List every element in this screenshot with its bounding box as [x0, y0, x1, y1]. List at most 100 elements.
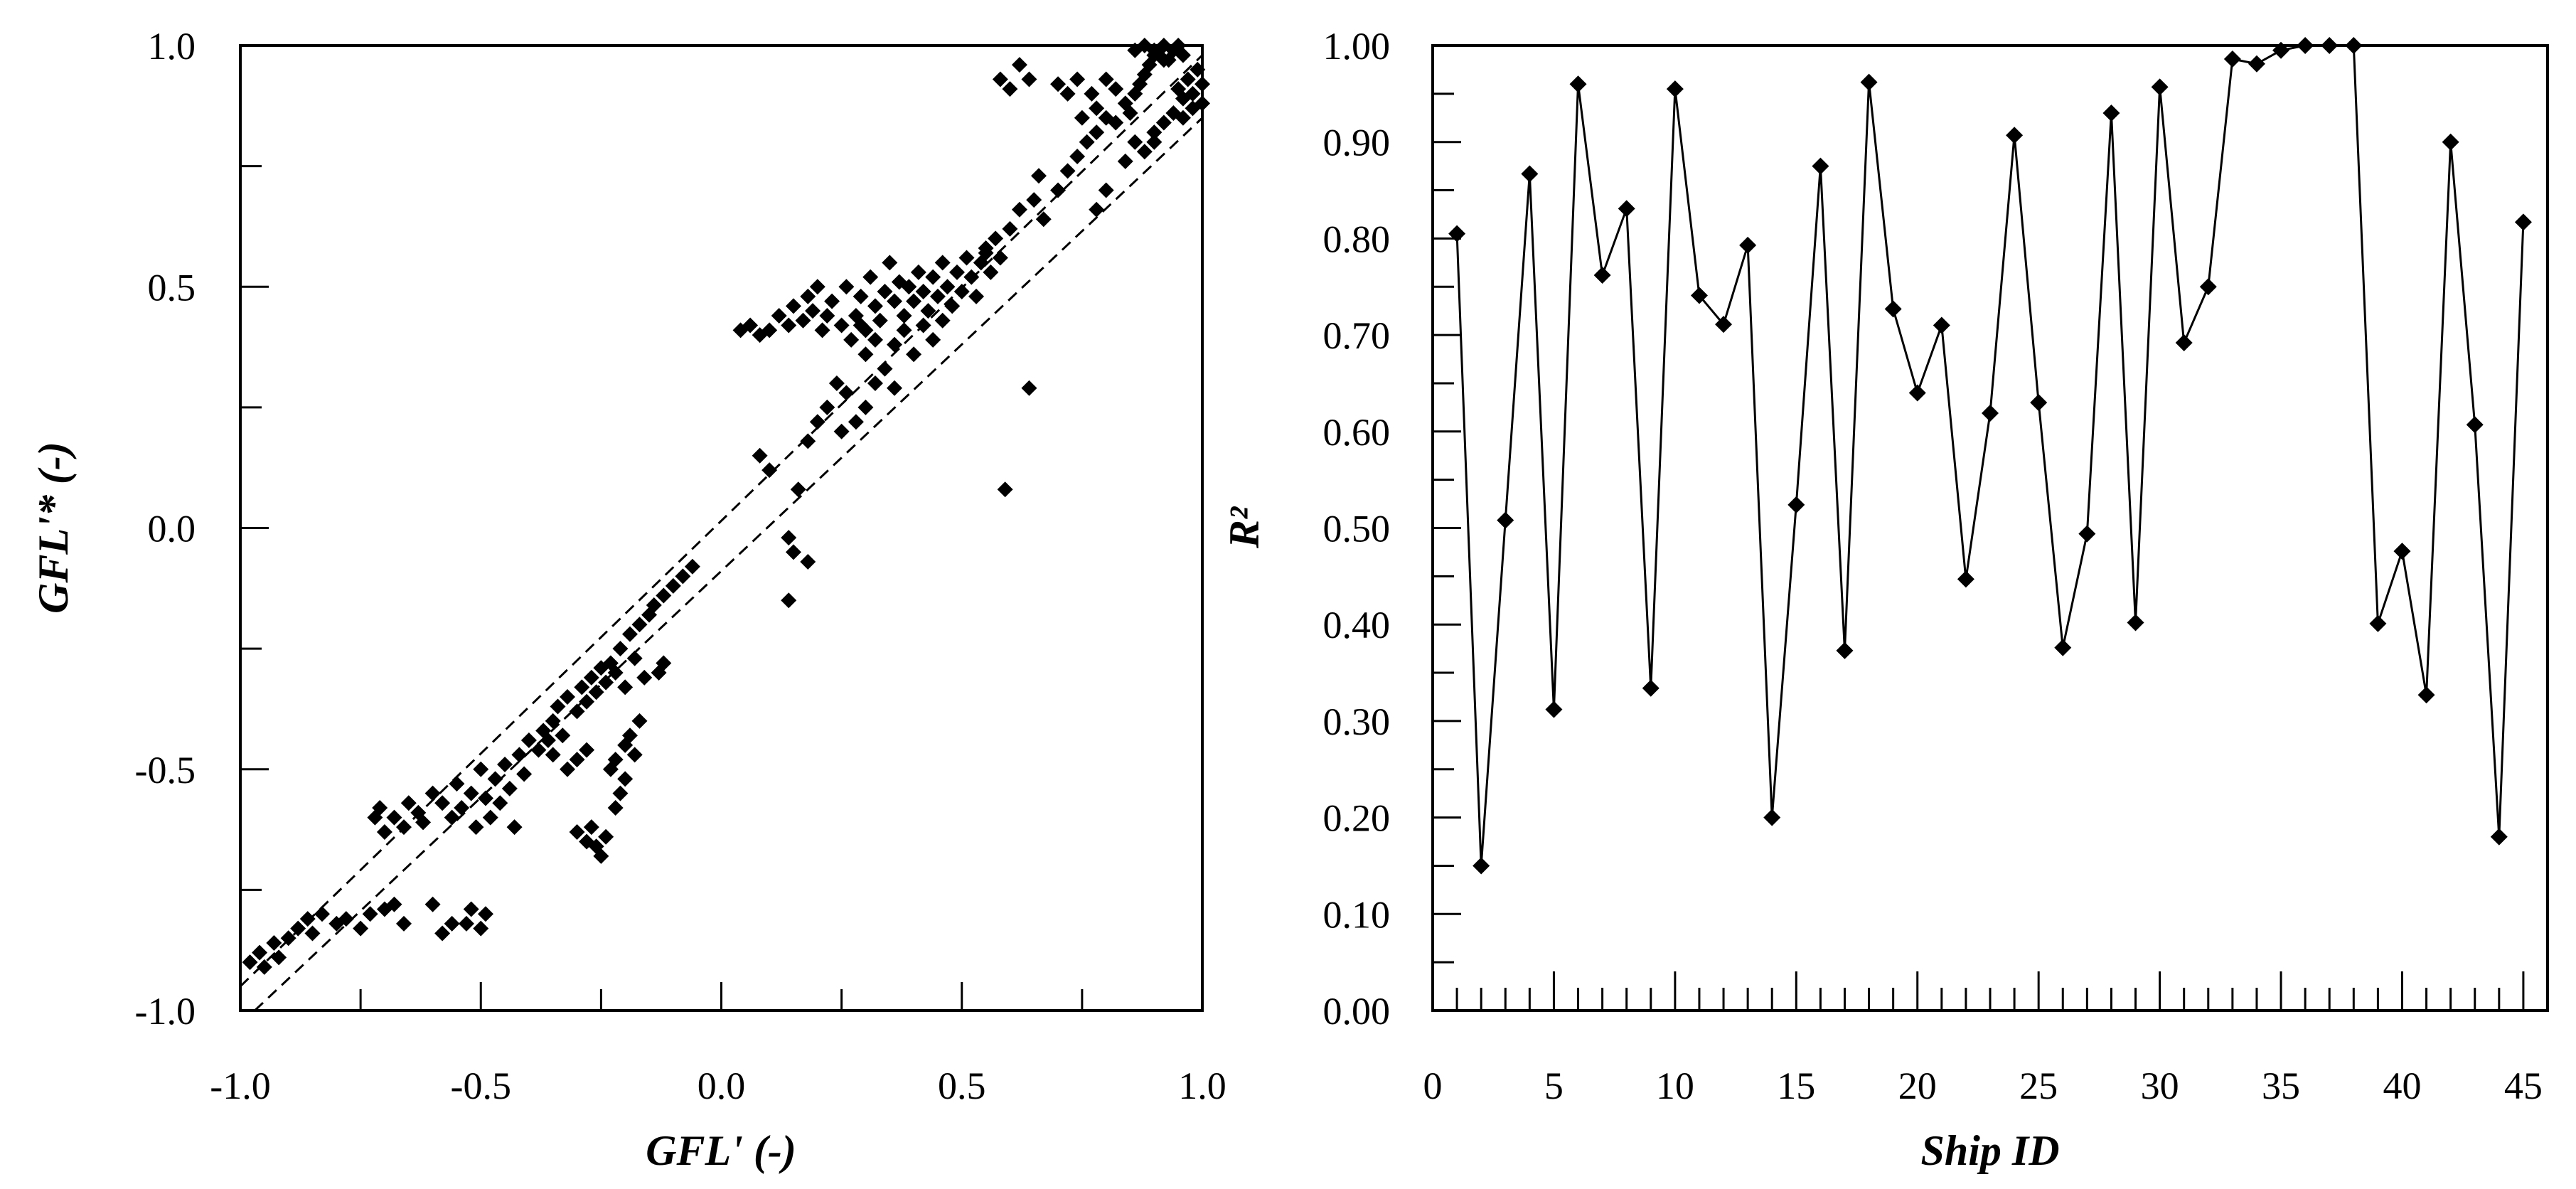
scatter-point	[1084, 85, 1100, 102]
r2-axes: 0 5 10 15 20 25 30 35 40 45 0.00 0.10 0.20 0.30 0.40 0.…	[1323, 25, 2543, 1107]
scatter-y-tick-label: 0.0	[148, 508, 196, 550]
scatter-point	[1030, 168, 1047, 184]
scatter-point	[1127, 134, 1143, 150]
scatter-point	[925, 331, 941, 348]
r2-x-tick-label: 0	[1423, 1065, 1443, 1107]
scatter-point	[560, 688, 576, 705]
scatter-point	[463, 901, 479, 917]
scatter-y-tick-label: -0.5	[135, 749, 196, 791]
scatter-point	[299, 911, 316, 927]
r2-point	[1860, 73, 1878, 91]
scatter-point	[583, 669, 599, 686]
r2-x-tick-label: 10	[1656, 1065, 1694, 1107]
r2-point	[2175, 334, 2193, 351]
r2-point	[1957, 570, 1974, 588]
scatter-point	[800, 433, 816, 449]
scatter-point	[790, 481, 806, 498]
scatter-y-tick-label: -1.0	[135, 990, 196, 1033]
r2-y-tick-label: 0.60	[1323, 411, 1391, 454]
r2-point	[2006, 127, 2024, 144]
scatter-point	[473, 761, 489, 777]
r2-x-tick-label: 25	[2019, 1065, 2058, 1107]
scatter-point	[785, 544, 801, 560]
scatter-point	[906, 293, 922, 309]
scatter-point	[877, 284, 893, 300]
scatter-point	[530, 742, 547, 758]
scatter-point	[1059, 85, 1076, 102]
scatter-point	[468, 819, 484, 836]
scatter-point	[675, 568, 691, 585]
scatter-point	[626, 650, 643, 666]
r2-point	[1787, 496, 1805, 513]
scatter-point	[1011, 57, 1027, 73]
scatter-point	[1185, 85, 1201, 102]
scatter-point	[626, 747, 643, 763]
scatter-point	[785, 298, 801, 314]
scatter-point	[1098, 71, 1114, 87]
scatter-point	[853, 288, 869, 304]
r2-point	[1521, 165, 1539, 183]
scatter-point	[1069, 149, 1086, 165]
scatter-point	[304, 925, 321, 942]
scatter-point	[631, 617, 648, 633]
scatter-plot-frame	[239, 44, 1204, 1012]
r2-point	[2393, 543, 2411, 560]
scatter-point	[482, 809, 498, 826]
scatter-y-axis-title: GFL'* (-)	[30, 442, 77, 614]
scatter-point	[252, 944, 268, 961]
scatter-point	[814, 322, 830, 338]
r2-point	[1666, 80, 1684, 98]
scatter-axes: -1.0 -0.5 0.0 0.5 1.0 -1.0 -0.5 0.0 0.5 1.0	[135, 25, 1226, 1107]
scatter-point	[636, 669, 653, 686]
scatter-point	[1180, 71, 1196, 87]
scatter-point	[1108, 81, 1124, 97]
scatter-point	[501, 780, 518, 796]
scatter-point	[593, 848, 609, 864]
scatter-point	[1002, 220, 1018, 237]
scatter-point	[555, 727, 571, 744]
r2-y-tick-label: 0.50	[1323, 508, 1391, 550]
scatter-panel: -1.0 -0.5 0.0 0.5 1.0 -1.0 -0.5 0.0 0.5 1.0 GFL' …	[30, 25, 1226, 1174]
scatter-point	[925, 269, 941, 285]
r2-y-tick-label: 0.40	[1323, 604, 1391, 646]
r2-point	[2442, 133, 2459, 151]
scatter-point	[256, 959, 272, 975]
scatter-x-tick-label: 0.5	[938, 1065, 986, 1107]
r2-point	[1642, 679, 1660, 697]
scatter-point	[463, 785, 479, 801]
r2-point	[1908, 384, 1926, 402]
r2-point	[2151, 78, 2169, 96]
scatter-point	[1146, 124, 1163, 141]
scatter-point	[809, 279, 825, 295]
scatter-point	[833, 423, 850, 439]
scatter-point	[1021, 71, 1037, 87]
r2-point	[1448, 225, 1466, 242]
r2-point	[2078, 525, 2096, 543]
scatter-point	[271, 949, 287, 966]
scatter-point	[266, 935, 282, 951]
scatter-point	[1155, 114, 1172, 131]
scatter-point	[665, 577, 681, 594]
r2-point	[1836, 641, 1854, 659]
scatter-point	[992, 71, 1008, 87]
scatter-point	[867, 375, 883, 391]
scatter-point	[906, 346, 922, 363]
scatter-point	[372, 800, 388, 816]
scatter-point	[598, 828, 614, 845]
scatter-point	[400, 795, 417, 811]
r2-point	[1812, 157, 1829, 175]
r2-point	[2417, 686, 2435, 704]
scatter-point	[963, 269, 980, 285]
scatter-point	[901, 279, 917, 295]
scatter-point	[857, 399, 874, 415]
r2-y-tick-label: 0.90	[1323, 122, 1391, 164]
r2-point	[2054, 639, 2072, 656]
r2-point	[2127, 614, 2144, 631]
scatter-point	[454, 800, 470, 816]
scatter-point	[867, 298, 883, 314]
scatter-point	[444, 915, 460, 932]
r2-x-tick-label: 45	[2504, 1065, 2543, 1107]
scatter-point	[651, 665, 667, 681]
scatter-point	[809, 414, 825, 430]
scatter-point	[646, 597, 662, 614]
